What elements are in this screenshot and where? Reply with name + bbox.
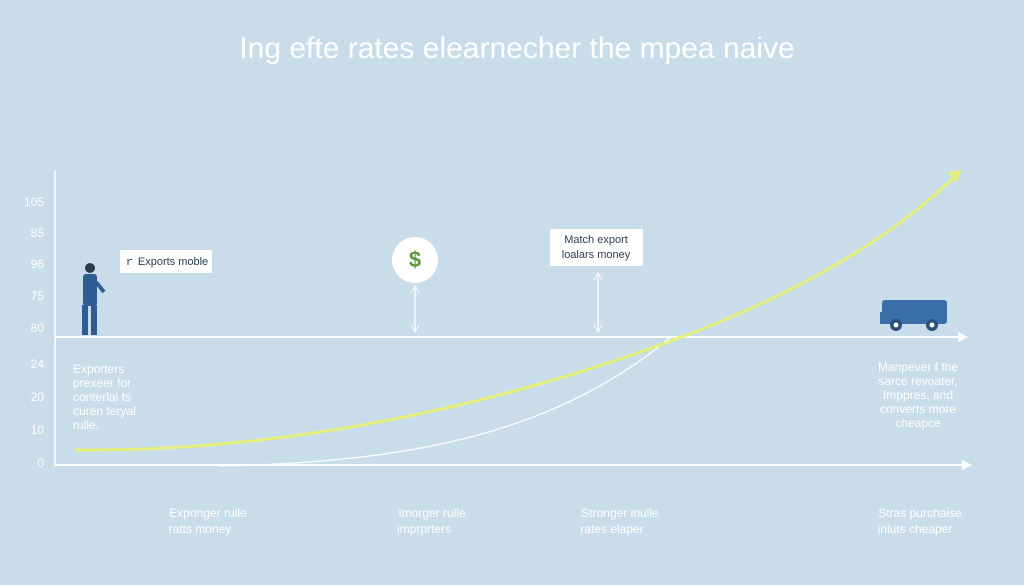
callout-box	[550, 229, 643, 266]
axis-label: 10	[31, 423, 45, 437]
axis-label: 24	[31, 357, 45, 371]
arrow-heads	[593, 271, 603, 334]
caption: Exponger rulle	[169, 506, 247, 520]
note-line: conterlal ts	[73, 390, 131, 404]
left-note: Exporters prexeer for conterlal ts curen…	[73, 362, 136, 432]
bottom-captions: Exponger rulle ratts money Imorger rulle…	[169, 506, 962, 536]
dollar-symbol: $	[409, 247, 421, 272]
arrow	[948, 170, 962, 183]
note-line: curen teryal	[73, 404, 136, 418]
note-line: sarce revoater,	[878, 374, 957, 388]
axis-label: 20	[31, 390, 45, 404]
callout-text: Match export	[564, 234, 628, 246]
caption: imprprters	[397, 522, 451, 536]
note-line: converts more	[880, 402, 956, 416]
white-curve	[219, 335, 673, 467]
title: Ing efte rates elearnecher the mpea naiv…	[239, 32, 794, 65]
callout-box	[120, 250, 212, 273]
caption: Imorger rulle	[398, 506, 466, 520]
caption: rates elaper	[580, 522, 643, 536]
axis-label: 0	[37, 456, 44, 470]
truck	[880, 300, 947, 331]
note-line: prexeer for	[73, 376, 131, 390]
axis-label: 96	[31, 257, 45, 271]
caption: Stras purchaise	[878, 506, 962, 520]
note-line: Imppres, and	[883, 388, 953, 402]
axis-label: 85	[31, 226, 45, 240]
arrow-heads	[410, 284, 420, 334]
caption: ratts money	[169, 522, 232, 536]
note-line: Exporters	[73, 362, 124, 376]
person	[82, 263, 106, 335]
caption: Stronger inulle	[581, 506, 659, 520]
axis-labels: 105 85 96 75 80 24 20 10 0	[24, 195, 44, 470]
axis-label: 80	[31, 321, 45, 335]
note-line: cheapce	[895, 416, 941, 430]
dollar-icon	[392, 237, 438, 283]
callout-text: ｒ Exports moble	[124, 256, 208, 268]
arrow	[958, 332, 968, 342]
axis-label: 105	[24, 195, 44, 209]
note-line: rulle.	[73, 418, 99, 432]
axis-label: 75	[31, 289, 45, 303]
yellow-curve	[74, 174, 957, 452]
right-note: Manpever f the sarce revoater, Imppres, …	[878, 360, 958, 430]
arrow	[962, 460, 972, 470]
callout-text: loalars money	[562, 249, 631, 261]
note-line: Manpever f the	[878, 360, 958, 374]
caption: inluts cheaper	[878, 522, 953, 536]
